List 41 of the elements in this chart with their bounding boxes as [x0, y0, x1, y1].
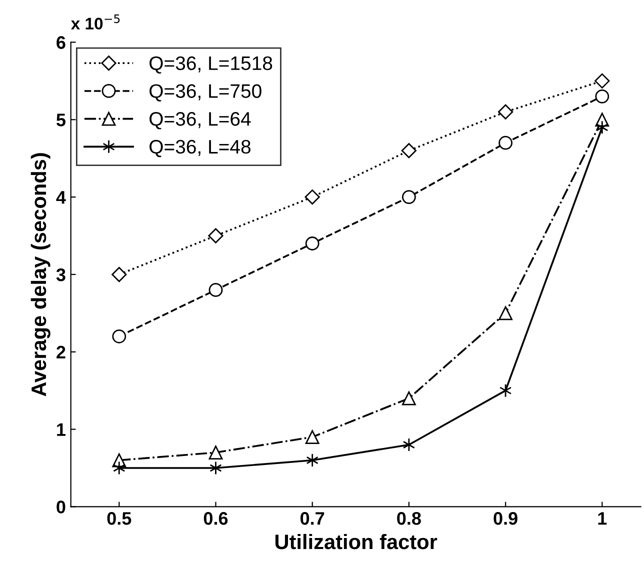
point: [594, 73, 610, 88]
legend-label: Q=36, L=48: [150, 140, 250, 158]
x-tick-label: 0.8: [397, 512, 421, 525]
legend-label: Q=36, L=1518: [150, 56, 272, 74]
point: [402, 190, 416, 204]
y-tick-label: 0: [56, 500, 66, 514]
x-tick-label: 0.6: [204, 512, 228, 525]
point: [208, 228, 224, 244]
point: [401, 143, 417, 158]
point: [113, 461, 126, 475]
point: [112, 329, 126, 344]
point: [596, 120, 608, 134]
point: [208, 283, 223, 297]
point: [402, 391, 416, 406]
x-axis-title: Utilization factor: [275, 534, 438, 550]
x-tick-label: 0.5: [107, 512, 132, 525]
y-tick-label: 1: [57, 423, 66, 436]
x-tick-label: 0.7: [300, 512, 324, 525]
point: [498, 306, 512, 320]
x-tick-label: 0.9: [494, 512, 518, 525]
y-tick-label: 6: [56, 36, 66, 49]
point: [112, 266, 127, 282]
point: [402, 438, 416, 452]
y-tick-label: 2: [56, 346, 66, 358]
legend-label: Q=36, L=750: [150, 84, 262, 102]
point: [305, 236, 320, 250]
point: [304, 189, 320, 205]
point: [208, 446, 223, 460]
text: x 10$^{−5}$: [70, 14, 120, 30]
point: [306, 453, 318, 468]
y-axis-title: Average delay (seconds): [30, 153, 50, 396]
y-tick-label: 3: [56, 268, 66, 282]
point: [498, 136, 512, 150]
x-tick-label: 1: [598, 512, 607, 525]
y-tick-label: 5: [56, 114, 66, 126]
legend-label: Q=36, L=64: [150, 112, 251, 130]
y-tick-label: 4: [56, 191, 66, 204]
point: [305, 430, 320, 444]
point: [498, 104, 514, 120]
point: [210, 461, 222, 475]
point: [595, 89, 610, 104]
